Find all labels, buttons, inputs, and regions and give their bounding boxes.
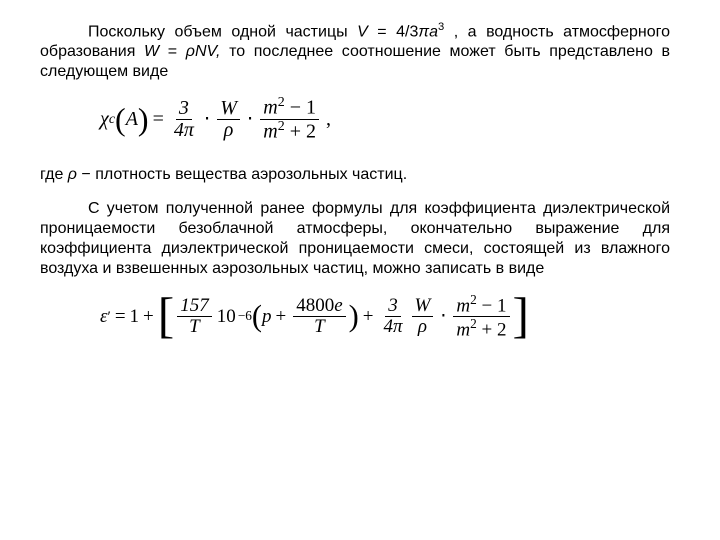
eps: ε: [100, 305, 108, 329]
frac-4800e-T: 4800e T: [293, 296, 345, 337]
var-W: W: [144, 43, 159, 60]
plus2-1: + 2: [285, 121, 316, 143]
minus1-2: − 1: [477, 295, 507, 316]
frac-4-3: 4/3: [396, 23, 418, 40]
eq-sign-2: =: [159, 43, 186, 60]
rho-def: ρ: [68, 166, 77, 183]
var-e: e: [334, 295, 342, 316]
eq-a: =: [153, 107, 164, 132]
p2-text1: где: [40, 166, 68, 183]
dot-2: ⋅: [247, 107, 253, 132]
ten: 10: [217, 305, 236, 329]
paragraph-1: Поскольку объем одной частицы V = 4/3πa3…: [40, 20, 670, 82]
plus-c: +: [363, 305, 374, 329]
num-3: 3: [176, 98, 192, 120]
lparen-1: (: [115, 107, 126, 133]
den-T2: T: [311, 317, 328, 337]
den-4pi: 4π: [171, 120, 197, 141]
paragraph-3: С учетом полученной ранее формулы для ко…: [40, 199, 670, 279]
frac-W-rho-2: W ρ: [412, 296, 434, 337]
sq-top-2: 2: [470, 292, 477, 307]
den-rho2: ρ: [415, 317, 430, 337]
rparen-1: ): [138, 107, 149, 133]
den-rho: ρ: [221, 120, 237, 141]
arg-A: A: [126, 107, 138, 132]
m-top-2: m: [456, 295, 470, 316]
page-container: Поскольку объем одной частицы V = 4/3πa 3…: [0, 0, 720, 382]
n4800: 4800: [296, 295, 334, 316]
lparen-2: (: [252, 304, 262, 328]
one: 1: [130, 305, 140, 329]
frac-3-4pi-2: 3 4π: [381, 296, 406, 337]
dot-1: ⋅: [204, 107, 210, 132]
plus-a: +: [143, 305, 154, 329]
p2-text2: − плотность вещества аэрозольных частиц.: [77, 166, 407, 183]
equation-1: χc (A) = 3 4π ⋅ W ρ ⋅ m2 − 1 m2 + 2 ,: [100, 96, 670, 142]
plus-b: +: [276, 305, 287, 329]
rho-1: ρ: [186, 43, 195, 60]
lbrack: [: [158, 299, 174, 334]
m-top-1: m: [263, 97, 277, 119]
frac-W-rho: W ρ: [217, 98, 240, 141]
m-bot-1: m: [263, 121, 277, 143]
den-m2p2: m2 + 2: [260, 120, 319, 143]
sq-bot-1: 2: [278, 119, 285, 134]
neg6: −6: [238, 308, 252, 325]
var-p: p: [262, 305, 272, 329]
frac-157-T: 157 T: [177, 296, 212, 337]
num-W2: W: [412, 296, 434, 317]
plus2-2: + 2: [477, 319, 507, 340]
pi-1: π: [418, 23, 429, 40]
chi: χ: [100, 107, 109, 132]
m-bot-2: m: [456, 319, 470, 340]
eq-sign-1: =: [368, 23, 396, 40]
dot-3: ⋅: [440, 305, 446, 329]
den-4pi-b: 4π: [381, 317, 406, 337]
num-3b: 3: [385, 296, 401, 317]
minus1-1: − 1: [285, 97, 316, 119]
num-m2m1-b: m2 − 1: [453, 293, 509, 317]
frac-3-4pi: 3 4π: [171, 98, 197, 141]
den-T1: T: [186, 317, 203, 337]
num-157: 157: [177, 296, 212, 317]
var-V2: V: [207, 43, 216, 60]
num-4800e: 4800e: [293, 296, 345, 317]
num-m2m1: m2 − 1: [260, 96, 319, 120]
paragraph-2: где ρ − плотность вещества аэрозольных ч…: [40, 165, 670, 185]
sq-top-1: 2: [278, 95, 285, 110]
equation-2: ε′ = 1 + [ 157 T 10−6 ( p + 4800e T ) + …: [100, 293, 670, 341]
sq-bot-2: 2: [470, 316, 477, 331]
den-m2p2-b: m2 + 2: [453, 317, 509, 340]
frac-m-ratio-1: m2 − 1 m2 + 2: [260, 96, 319, 142]
var-N: N: [195, 43, 207, 60]
var-a: a: [429, 23, 438, 40]
rbrack: ]: [513, 299, 529, 334]
eq-b: =: [115, 305, 126, 329]
num-W: W: [217, 98, 240, 120]
var-V: V: [357, 23, 368, 40]
comma-eq1: ,: [326, 107, 331, 132]
frac-m-ratio-2: m2 − 1 m2 + 2: [453, 293, 509, 341]
rparen-2: ): [349, 304, 359, 328]
eps-prime: ′: [108, 307, 111, 326]
p1-text1: Поскольку объем одной частицы: [88, 23, 357, 40]
